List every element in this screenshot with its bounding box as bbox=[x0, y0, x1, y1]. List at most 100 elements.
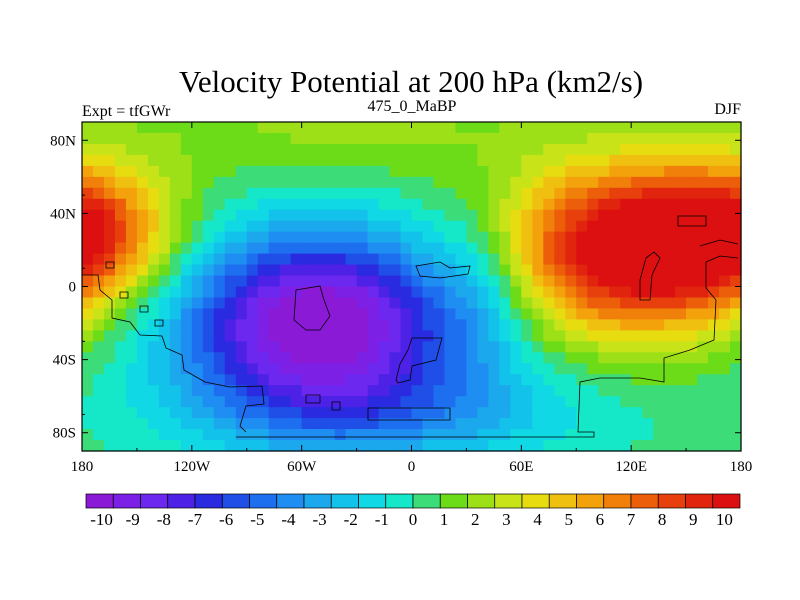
field-cell bbox=[543, 231, 555, 244]
field-cell bbox=[136, 297, 149, 310]
field-cell bbox=[477, 385, 489, 397]
field-cell bbox=[565, 220, 577, 233]
field-cell bbox=[521, 319, 533, 331]
field-cell bbox=[510, 209, 522, 222]
field-cell bbox=[466, 396, 478, 408]
field-cell bbox=[532, 132, 544, 145]
field-cell bbox=[488, 385, 500, 397]
field-cell bbox=[532, 253, 544, 266]
field-cell bbox=[576, 176, 588, 189]
field-cell bbox=[268, 341, 281, 353]
field-cell bbox=[323, 242, 336, 255]
field-cell bbox=[587, 242, 599, 255]
field-cell bbox=[433, 330, 446, 342]
field-cell bbox=[554, 165, 566, 178]
field-cell bbox=[213, 187, 226, 200]
field-cell bbox=[356, 176, 369, 189]
field-cell bbox=[488, 363, 500, 375]
field-cell bbox=[565, 165, 577, 178]
field-cell bbox=[191, 154, 204, 167]
field-cell bbox=[82, 231, 94, 244]
field-cell bbox=[730, 122, 742, 134]
field-cell bbox=[114, 396, 127, 408]
field-cell bbox=[433, 220, 446, 233]
field-cell bbox=[257, 418, 270, 430]
field-cell bbox=[521, 253, 533, 266]
field-cell bbox=[455, 154, 468, 167]
field-cell bbox=[422, 363, 435, 375]
coastline-mid-atlantic bbox=[415, 261, 471, 279]
field-cell bbox=[389, 231, 402, 244]
field-cell bbox=[378, 385, 391, 397]
field-cell bbox=[521, 264, 533, 277]
field-cell bbox=[543, 363, 555, 375]
field-cell bbox=[290, 385, 303, 397]
field-cell bbox=[290, 132, 303, 145]
field-cell bbox=[301, 308, 314, 320]
field-cell bbox=[213, 242, 226, 255]
field-cell bbox=[609, 242, 621, 255]
field-cell bbox=[224, 198, 237, 211]
field-cell bbox=[356, 220, 369, 233]
field-cell bbox=[180, 407, 193, 419]
field-cell bbox=[455, 220, 468, 233]
field-cell bbox=[499, 319, 511, 331]
colorbar-label: 2 bbox=[471, 510, 480, 529]
field-cell bbox=[620, 363, 632, 375]
field-cell bbox=[235, 418, 248, 430]
field-cell bbox=[290, 165, 303, 178]
field-cell bbox=[444, 286, 457, 299]
field-cell bbox=[82, 198, 94, 211]
field-cell bbox=[598, 187, 610, 200]
field-cell bbox=[521, 385, 533, 397]
field-cell bbox=[92, 198, 105, 211]
field-cell bbox=[664, 374, 676, 386]
field-cell bbox=[224, 308, 237, 320]
field-cell bbox=[499, 264, 511, 277]
field-cell bbox=[323, 198, 336, 211]
field-cell bbox=[268, 231, 281, 244]
field-cell bbox=[477, 242, 489, 255]
field-cell bbox=[576, 440, 588, 452]
field-cell bbox=[686, 187, 698, 200]
field-cell bbox=[367, 440, 380, 452]
field-cell bbox=[455, 308, 468, 320]
field-cell bbox=[697, 374, 709, 386]
field-cell bbox=[312, 143, 325, 156]
field-cell bbox=[257, 132, 270, 145]
field-cell bbox=[466, 286, 478, 299]
field-cell bbox=[246, 231, 259, 244]
field-cell bbox=[378, 132, 391, 145]
field-cell bbox=[686, 385, 698, 397]
field-cell bbox=[323, 418, 336, 430]
field-cell bbox=[180, 231, 193, 244]
field-cell bbox=[675, 396, 687, 408]
field-cell bbox=[686, 418, 698, 430]
field-cell bbox=[82, 154, 94, 167]
field-cell bbox=[158, 407, 171, 419]
field-cell bbox=[202, 407, 215, 419]
field-cell bbox=[279, 198, 292, 211]
field-cell bbox=[301, 374, 314, 386]
field-cell bbox=[444, 352, 457, 364]
field-cell bbox=[620, 330, 632, 342]
field-cell bbox=[576, 143, 588, 156]
field-cell bbox=[543, 385, 555, 397]
field-cell bbox=[554, 341, 566, 353]
field-cell bbox=[202, 319, 215, 331]
field-cell bbox=[158, 440, 171, 452]
field-cell bbox=[697, 209, 709, 222]
field-cell bbox=[477, 253, 489, 266]
field-cell bbox=[301, 297, 314, 310]
field-cell bbox=[631, 176, 643, 189]
field-cell bbox=[642, 220, 654, 233]
field-cell bbox=[213, 385, 226, 397]
field-cell bbox=[114, 264, 127, 277]
field-cell bbox=[202, 122, 215, 134]
field-cell bbox=[587, 143, 599, 156]
field-cell bbox=[444, 165, 457, 178]
field-cell bbox=[169, 231, 182, 244]
field-cell bbox=[444, 198, 457, 211]
field-cell bbox=[642, 440, 654, 452]
field-cell bbox=[730, 231, 742, 244]
